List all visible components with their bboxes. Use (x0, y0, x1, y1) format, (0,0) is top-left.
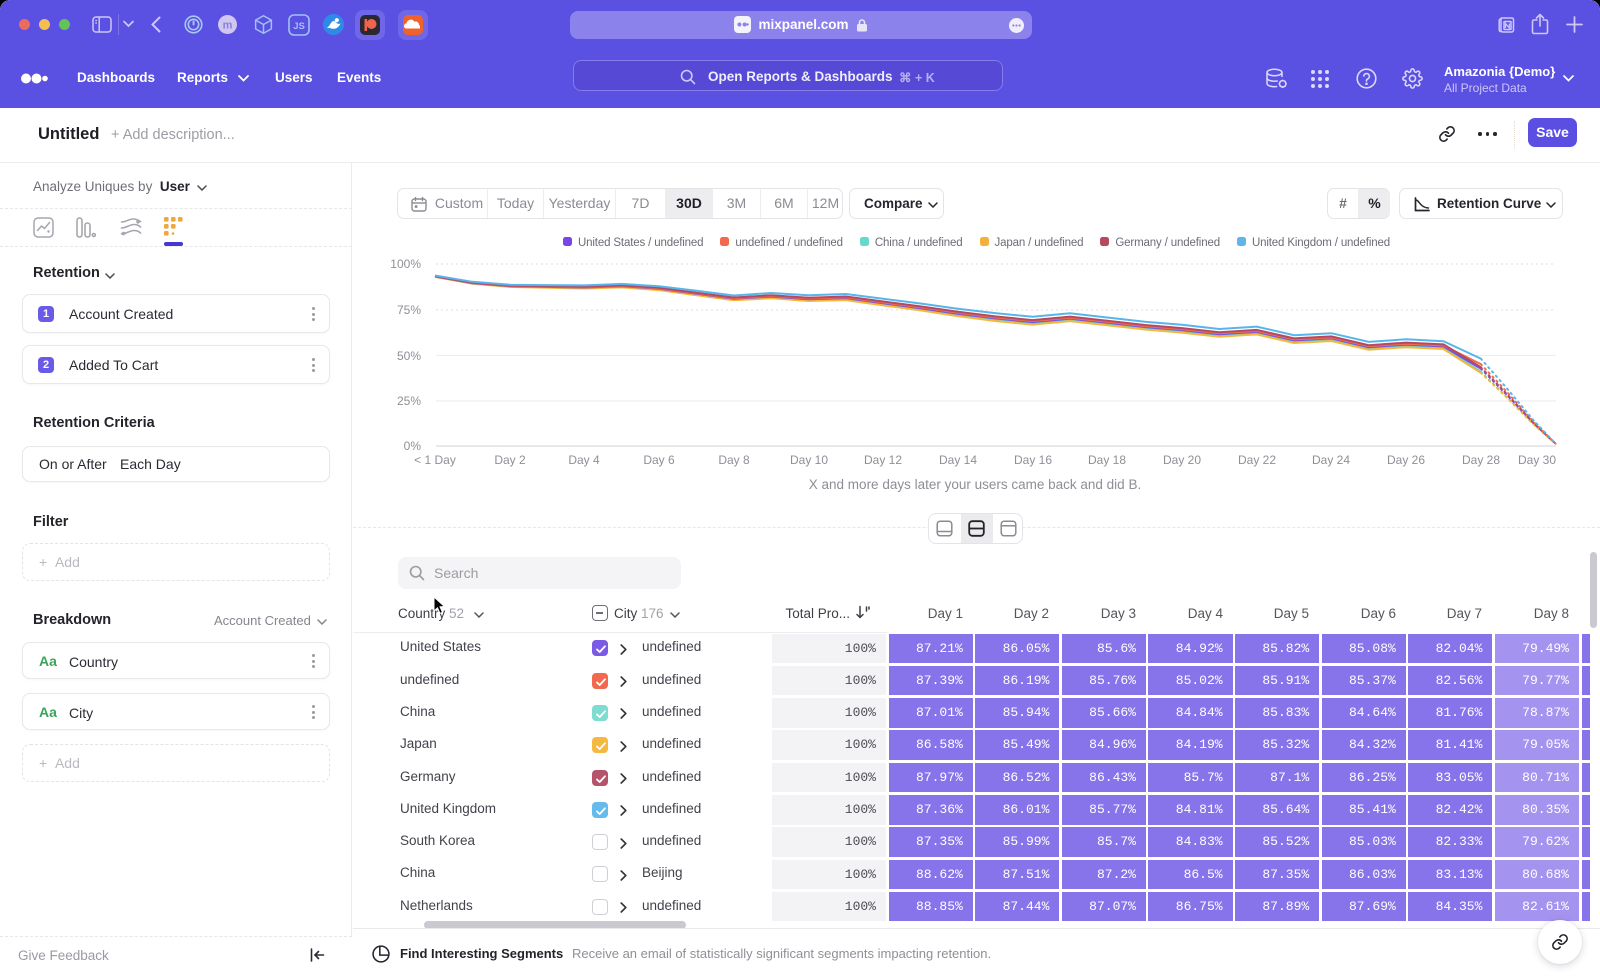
svg-text:m: m (223, 20, 233, 32)
svg-text:JS: JS (293, 21, 305, 32)
